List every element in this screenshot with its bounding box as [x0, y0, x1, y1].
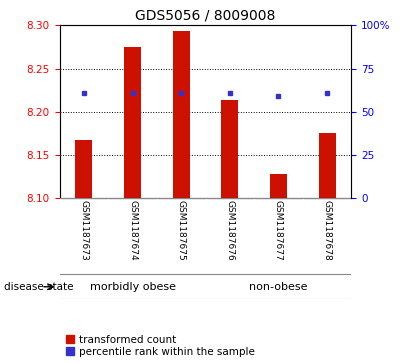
Bar — [270, 174, 287, 198]
Text: GSM1187674: GSM1187674 — [128, 200, 137, 261]
Text: GSM1187678: GSM1187678 — [323, 200, 332, 261]
Text: GSM1187675: GSM1187675 — [177, 200, 186, 261]
Text: GSM1187677: GSM1187677 — [274, 200, 283, 261]
Text: GSM1187676: GSM1187676 — [225, 200, 234, 261]
Legend: transformed count, percentile rank within the sample: transformed count, percentile rank withi… — [65, 334, 256, 358]
Text: non-obese: non-obese — [249, 282, 308, 292]
Bar — [221, 101, 238, 198]
Text: morbidly obese: morbidly obese — [90, 282, 175, 292]
Text: disease state: disease state — [4, 282, 74, 292]
Bar — [75, 140, 92, 198]
Text: GSM1187673: GSM1187673 — [79, 200, 88, 261]
Bar — [124, 47, 141, 198]
Bar — [173, 32, 190, 198]
Title: GDS5056 / 8009008: GDS5056 / 8009008 — [135, 9, 276, 23]
Bar — [319, 133, 336, 198]
